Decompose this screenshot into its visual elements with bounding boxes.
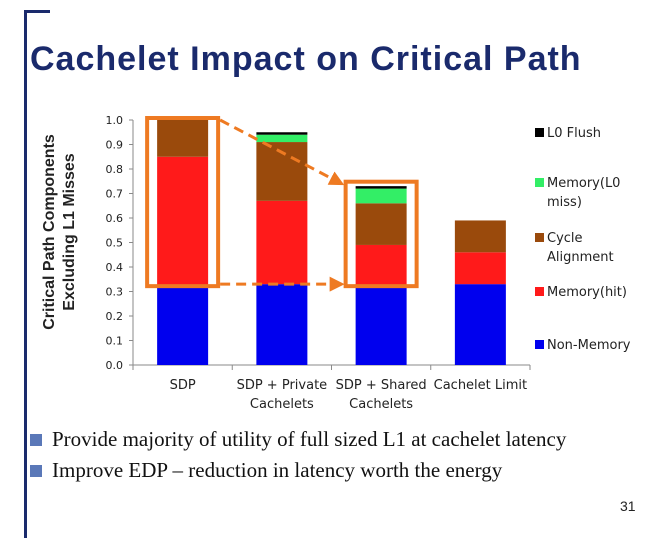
legend-swatch bbox=[535, 233, 544, 242]
bar-non-memory bbox=[454, 284, 506, 365]
bar-cycle-alignment bbox=[355, 203, 407, 245]
bullet-list: Provide majority of utility of full size… bbox=[30, 424, 566, 486]
y-tick-label: 0.2 bbox=[106, 310, 124, 323]
y-axis-label: Critical Path Components Excluding L1 Mis… bbox=[41, 134, 78, 330]
slide-frame-left bbox=[24, 10, 27, 538]
bullet-item: Provide majority of utility of full size… bbox=[30, 424, 566, 455]
slide-title: Cachelet Impact on Critical Path bbox=[30, 40, 582, 78]
legend-label: miss) bbox=[547, 195, 582, 210]
x-category-label: Cachelets bbox=[349, 397, 413, 412]
y-tick-label: 0.8 bbox=[106, 163, 124, 176]
legend-swatch bbox=[535, 178, 544, 187]
legend-swatch bbox=[535, 287, 544, 296]
bar-memory-hit bbox=[256, 200, 308, 285]
y-tick-label: 0.0 bbox=[106, 359, 124, 372]
y-tick-label: 0.6 bbox=[106, 212, 124, 225]
page-number: 31 bbox=[620, 498, 636, 514]
highlight-box bbox=[145, 116, 221, 289]
y-axis-label-line: Critical Path Components bbox=[41, 134, 58, 330]
legend-swatch bbox=[535, 128, 544, 137]
x-category-label: Cachelets bbox=[250, 397, 314, 412]
legend-label: Cycle bbox=[547, 231, 583, 246]
bar-memory-hit bbox=[157, 156, 209, 287]
y-tick-label: 0.1 bbox=[106, 335, 124, 348]
slide-frame-top bbox=[24, 10, 50, 13]
bar-cycle-alignment bbox=[454, 220, 506, 253]
bar-l0-flush bbox=[256, 132, 308, 135]
square-bullet-icon bbox=[30, 433, 42, 446]
x-category-label: SDP bbox=[170, 378, 196, 393]
y-tick-label: 0.3 bbox=[106, 286, 124, 299]
legend-label: Memory(hit) bbox=[547, 285, 627, 300]
bar-memory-l0-miss bbox=[355, 188, 407, 204]
legend-label: L0 Flush bbox=[547, 126, 601, 141]
x-category-label: Cachelet Limit bbox=[434, 378, 528, 393]
bullet-item: Improve EDP – reduction in latency worth… bbox=[30, 455, 566, 486]
bullet-text: Improve EDP – reduction in latency worth… bbox=[52, 458, 503, 482]
bar-memory-hit bbox=[355, 244, 407, 287]
bar-non-memory bbox=[157, 286, 209, 365]
bullet-text: Provide majority of utility of full size… bbox=[52, 427, 567, 451]
x-category-label: SDP + Private bbox=[237, 378, 328, 393]
bar-memory-l0-miss bbox=[256, 134, 308, 143]
y-tick-label: 0.5 bbox=[106, 237, 124, 250]
bar-memory-hit bbox=[454, 252, 506, 285]
y-tick-label: 1.0 bbox=[106, 114, 124, 127]
bar-non-memory bbox=[355, 286, 407, 365]
legend-label: Non-Memory bbox=[547, 338, 631, 353]
y-tick-label: 0.9 bbox=[106, 139, 124, 152]
y-tick-label: 0.4 bbox=[106, 261, 124, 274]
square-bullet-icon bbox=[30, 464, 42, 477]
legend-swatch bbox=[535, 340, 544, 349]
legend-label: Memory(L0 bbox=[547, 176, 620, 191]
dashed-arrow bbox=[219, 118, 345, 186]
bar-cycle-alignment bbox=[157, 120, 209, 157]
x-category-label: SDP + Shared bbox=[336, 378, 427, 393]
bar-non-memory bbox=[256, 284, 308, 365]
bar-l0-flush bbox=[355, 186, 407, 189]
y-axis-label-line: Excluding L1 Misses bbox=[61, 153, 78, 310]
y-tick-label: 0.7 bbox=[106, 188, 124, 201]
legend-label: Alignment bbox=[547, 250, 614, 265]
highlight-box bbox=[343, 179, 419, 289]
